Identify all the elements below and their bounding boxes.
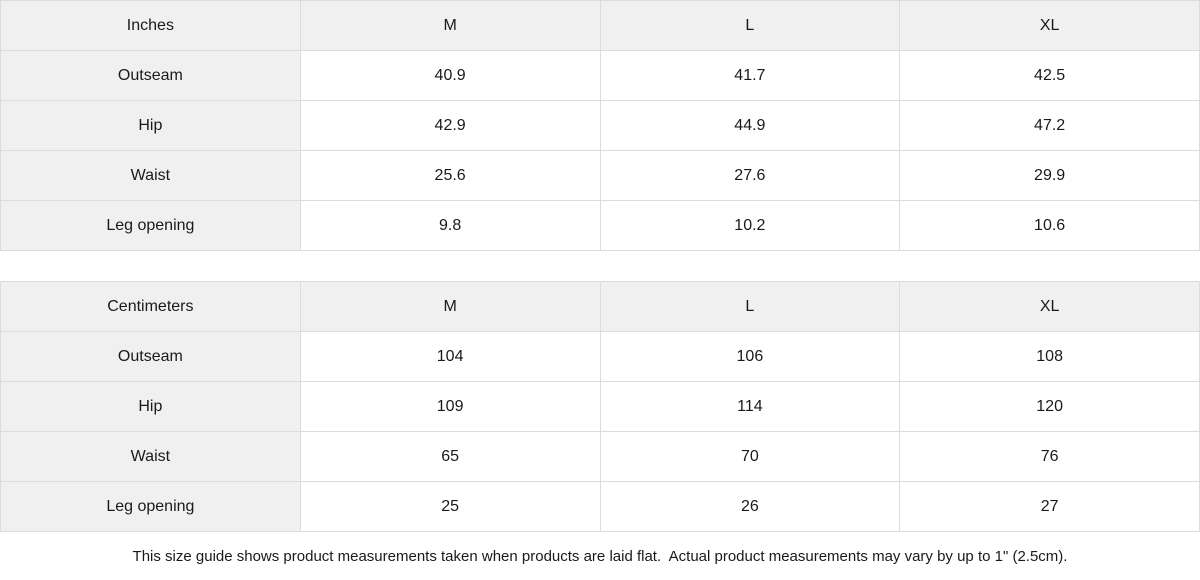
measurement-value-cell: 120 — [899, 381, 1200, 432]
measurement-value-cell: 109 — [299, 381, 601, 432]
measurement-value-cell: 42.5 — [899, 50, 1200, 101]
measurement-value-cell: 70 — [599, 431, 901, 482]
measurement-value-cell: 27 — [899, 481, 1200, 532]
measurement-value-cell: 42.9 — [299, 100, 601, 151]
measurement-value-cell: 44.9 — [599, 100, 901, 151]
measurement-value-cell: 40.9 — [299, 50, 601, 101]
measurement-value-cell: 106 — [599, 331, 901, 382]
table-row: Outseam 40.9 41.7 42.5 — [0, 50, 1200, 101]
measurement-label-cell: Outseam — [0, 50, 301, 101]
measurement-value-cell: 25 — [299, 481, 601, 532]
measurement-value-cell: 108 — [899, 331, 1200, 382]
measurement-value-cell: 104 — [299, 331, 601, 382]
measurement-label-cell: Outseam — [0, 331, 301, 382]
table-row: Leg opening 9.8 10.2 10.6 — [0, 200, 1200, 251]
measurement-value-cell: 47.2 — [899, 100, 1200, 151]
measurement-value-cell: 26 — [599, 481, 901, 532]
table-row: Waist 25.6 27.6 29.9 — [0, 150, 1200, 201]
measurement-value-cell: 9.8 — [299, 200, 601, 251]
measurement-label-cell: Waist — [0, 150, 301, 201]
size-header-cell: L — [599, 281, 901, 332]
measurement-label-cell: Hip — [0, 100, 301, 151]
inches-size-table: Inches M L XL Outseam 40.9 41.7 42.5 Hip… — [0, 0, 1200, 251]
table-row: Waist 65 70 76 — [0, 431, 1200, 482]
measurement-value-cell: 25.6 — [299, 150, 601, 201]
size-header-cell: M — [299, 0, 601, 51]
table-row: Hip 42.9 44.9 47.2 — [0, 100, 1200, 151]
measurement-value-cell: 10.6 — [899, 200, 1200, 251]
table-row: Outseam 104 106 108 — [0, 331, 1200, 382]
measurement-value-cell: 41.7 — [599, 50, 901, 101]
size-guide-note: This size guide shows product measuremen… — [0, 532, 1200, 580]
size-header-cell: L — [599, 0, 901, 51]
measurement-label-cell: Leg opening — [0, 481, 301, 532]
centimeters-header-row: Centimeters M L XL — [0, 281, 1200, 332]
inches-header-row: Inches M L XL — [0, 0, 1200, 51]
unit-header-cell: Inches — [0, 0, 301, 51]
measurement-label-cell: Hip — [0, 381, 301, 432]
measurement-value-cell: 27.6 — [599, 150, 901, 201]
measurement-value-cell: 29.9 — [899, 150, 1200, 201]
size-header-cell: XL — [899, 281, 1200, 332]
unit-header-cell: Centimeters — [0, 281, 301, 332]
size-header-cell: XL — [899, 0, 1200, 51]
measurement-value-cell: 76 — [899, 431, 1200, 482]
measurement-value-cell: 114 — [599, 381, 901, 432]
centimeters-size-table: Centimeters M L XL Outseam 104 106 108 H… — [0, 281, 1200, 532]
table-spacer — [0, 251, 1200, 281]
measurement-value-cell: 10.2 — [599, 200, 901, 251]
table-row: Hip 109 114 120 — [0, 381, 1200, 432]
measurement-label-cell: Waist — [0, 431, 301, 482]
measurement-label-cell: Leg opening — [0, 200, 301, 251]
size-header-cell: M — [299, 281, 601, 332]
table-row: Leg opening 25 26 27 — [0, 481, 1200, 532]
measurement-value-cell: 65 — [299, 431, 601, 482]
